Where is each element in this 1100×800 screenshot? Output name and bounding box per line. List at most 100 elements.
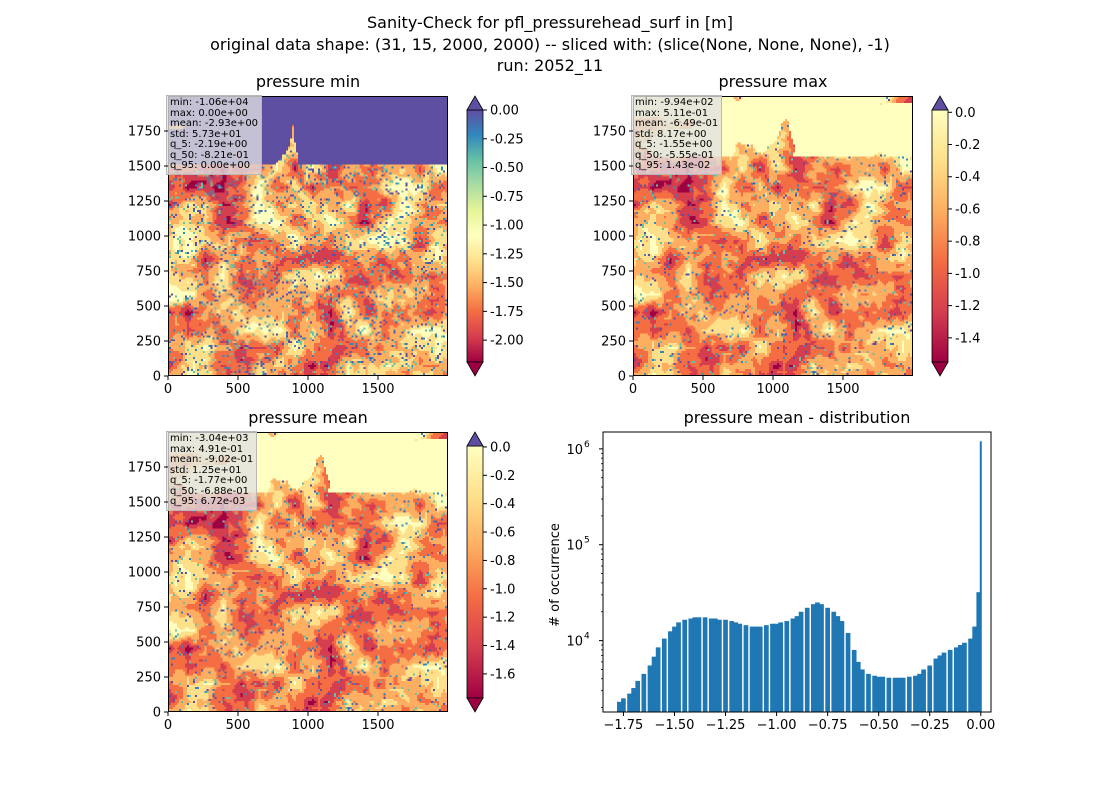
y-tick-label: 250 <box>136 335 161 350</box>
y-tick-label: 1500 <box>128 160 161 175</box>
colorbar-tick-label: -1.2 <box>955 299 980 314</box>
y-tick-label: 500 <box>136 636 161 651</box>
colorbar-tick-label: -0.2 <box>955 138 980 153</box>
colorbar-tick-label: -0.8 <box>955 235 980 250</box>
histogram-bar <box>933 658 939 712</box>
y-tick-label: 750 <box>136 601 161 616</box>
y-tick-label: 1250 <box>128 531 161 546</box>
histogram-bar <box>757 626 763 712</box>
histogram-bar <box>976 592 982 712</box>
panel-title-histogram: pressure mean - distribution <box>683 408 911 427</box>
y-tick-label: 10 <box>566 539 583 554</box>
stat-line: mean: -9.02e-01 <box>170 454 254 465</box>
colorbar-tick-label: -0.4 <box>490 497 515 512</box>
histogram-bar <box>737 623 743 712</box>
histogram-bar <box>937 655 943 712</box>
panel-title-max: pressure max <box>718 72 828 91</box>
x-tick-label: 0 <box>164 718 172 733</box>
histogram-bar <box>616 701 622 712</box>
figure-title-line-3: run: 2052_11 <box>496 56 604 75</box>
stat-line: q_5: -2.19e+00 <box>170 139 248 150</box>
colorbar-tick-label: -0.8 <box>490 554 515 569</box>
histogram-bar <box>631 688 636 712</box>
histogram-bar <box>979 441 982 712</box>
colorbar-tick-label: -1.2 <box>490 611 515 626</box>
histogram-bar <box>794 616 800 712</box>
colorbar-tick-label: -0.2 <box>490 469 515 484</box>
histogram-bar <box>876 676 882 712</box>
x-tick-label: 0 <box>164 382 172 397</box>
histogram-bar <box>774 623 779 712</box>
histogram-bar <box>958 644 963 712</box>
y-tick-label: 10 <box>566 443 583 458</box>
histogram-bar <box>627 693 632 712</box>
x-tick-label: 0.00 <box>966 718 995 733</box>
stat-line: min: -1.06e+04 <box>170 97 249 108</box>
histogram-bar <box>692 617 698 712</box>
colorbar-tick-label: 0.00 <box>490 104 519 119</box>
x-tick-label: 500 <box>226 382 251 397</box>
histogram-bar <box>668 631 673 712</box>
histogram-bar <box>688 618 694 712</box>
x-tick-label: 1500 <box>361 382 394 397</box>
histogram-bar <box>621 698 626 712</box>
stat-line: q_50: -6.88e-01 <box>170 485 249 497</box>
x-tick-label: 1500 <box>826 382 859 397</box>
colorbar-tick-label: -1.4 <box>955 331 980 346</box>
stat-line: q_50: -8.21e-01 <box>170 149 249 161</box>
colorbar-tick-label: -0.25 <box>490 132 524 147</box>
x-tick-label: 500 <box>691 382 716 397</box>
histogram-bar <box>851 649 857 712</box>
y-tick-label: 250 <box>136 671 161 686</box>
histogram-bar <box>953 647 959 712</box>
y-tick-label: 0 <box>618 370 626 385</box>
colorbar-tick-label: -1.0 <box>490 582 515 597</box>
y-tick-label: 250 <box>601 335 626 350</box>
histogram-bar <box>733 622 739 712</box>
histogram-bar <box>661 638 667 712</box>
y-tick-label: 1250 <box>128 195 161 210</box>
colorbar-tick-label: -0.6 <box>955 202 980 217</box>
colorbar-tick-label: -2.00 <box>490 334 524 349</box>
y-axis-label: # of occurrence <box>548 523 563 627</box>
y-tick-label: 750 <box>601 265 626 280</box>
histogram-bar <box>947 649 953 712</box>
histogram-bar <box>941 652 947 712</box>
y-tick-label: 0 <box>153 706 161 721</box>
y-tick-label: 1750 <box>128 461 161 476</box>
histogram-bar <box>886 677 892 712</box>
histogram-bar <box>723 619 728 712</box>
stat-line: std: 5.73e+01 <box>170 128 242 140</box>
histogram-bar <box>778 622 784 712</box>
y-tick-label: 500 <box>136 300 161 315</box>
colorbar-extend-top <box>466 431 484 447</box>
y-tick-label: 1750 <box>128 125 161 140</box>
stats-box-min: min: -1.06e+04 max: 0.00e+00 mean: -2.93e+… <box>166 95 263 175</box>
colorbar-tick-label: -1.6 <box>490 667 515 682</box>
histogram-bar <box>972 626 978 712</box>
histogram-bar <box>855 661 861 712</box>
colorbar-tick-label: 0.0 <box>490 440 511 455</box>
x-tick-label: 500 <box>226 718 251 733</box>
x-tick-label: −1.00 <box>757 718 797 733</box>
x-tick-label: 0 <box>629 382 637 397</box>
histogram-bar <box>749 626 755 712</box>
colorbar-tick-label: -1.0 <box>955 267 980 282</box>
histogram-bar <box>804 607 810 712</box>
stat-line: max: 0.00e+00 <box>170 107 248 119</box>
x-tick-label: −1.50 <box>655 718 695 733</box>
y-tick-label: 1250 <box>593 195 626 210</box>
figure-title-line-2: original data shape: (31, 15, 2000, 2000… <box>210 35 890 54</box>
y-tick-label: 10 <box>566 635 583 650</box>
y-tick-label: 0 <box>153 370 161 385</box>
histogram-bar <box>717 619 722 712</box>
colorbar-tick-label: -0.4 <box>955 170 980 185</box>
histogram-bar <box>880 676 886 712</box>
histogram-bar <box>917 673 922 712</box>
stat-line: mean: -2.93e+00 <box>170 118 259 129</box>
x-tick-label: −1.25 <box>706 718 746 733</box>
y-tick-label: 1000 <box>128 230 161 245</box>
